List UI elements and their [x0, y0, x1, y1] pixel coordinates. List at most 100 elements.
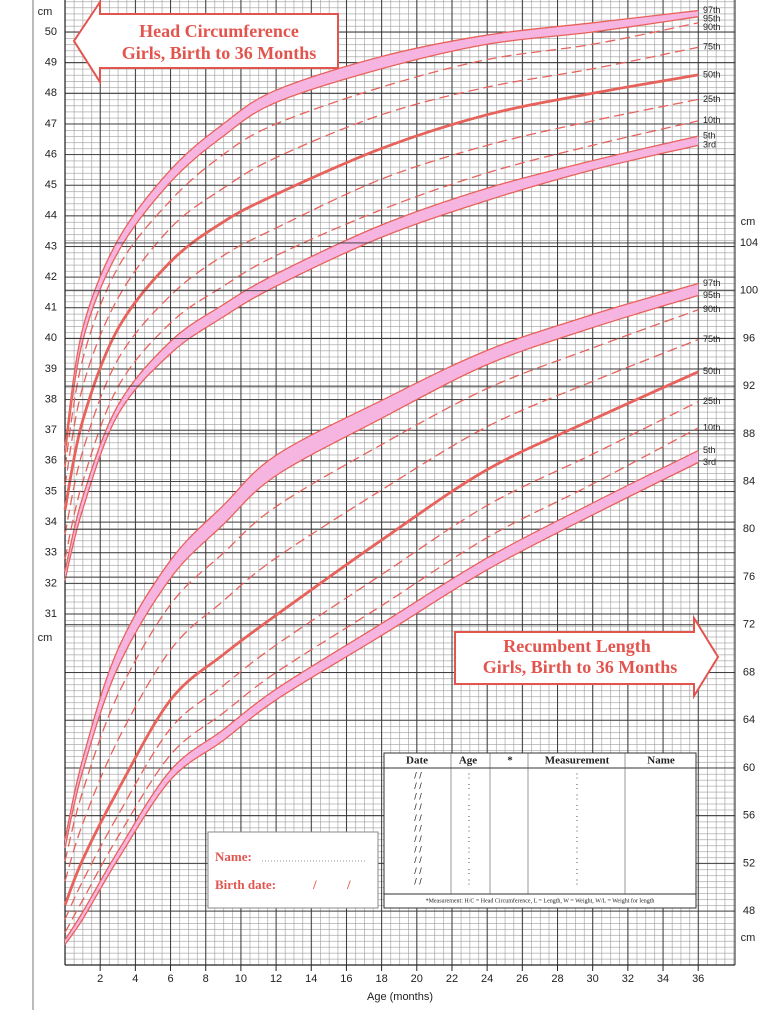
y-tick-label: 41	[45, 302, 57, 314]
table-cell: :	[576, 876, 579, 886]
table-cell: :	[468, 781, 471, 791]
table-cell: :	[576, 845, 579, 855]
y-tick-label: 104	[740, 237, 758, 249]
percentile-label: 5th	[703, 445, 716, 455]
x-tick-label: 34	[657, 973, 669, 985]
y-tick-label: 100	[740, 285, 758, 297]
table-cell: / /	[414, 866, 422, 876]
table-cell: :	[468, 802, 471, 812]
percentile-line	[64, 22, 699, 468]
y-tick-label: 44	[45, 210, 57, 222]
percentile-label: 75th	[703, 334, 721, 344]
percentile-label: 97th	[703, 278, 721, 288]
x-tick-label: 26	[516, 973, 528, 985]
x-tick-label: 30	[587, 973, 599, 985]
percentile-label: 10th	[703, 422, 721, 432]
percentile-line	[64, 449, 699, 941]
name-label: Name:	[215, 849, 252, 864]
percentile-line	[64, 120, 699, 559]
y-tick-label: 84	[743, 475, 755, 487]
y-tick-label: 47	[45, 118, 57, 130]
table-header: Measurement	[545, 755, 610, 767]
y-tick-label: 72	[743, 619, 755, 631]
table-cell: / /	[414, 792, 422, 802]
percentile-line	[63, 370, 699, 906]
x-tick-label: 28	[551, 973, 563, 985]
y-tick-label: 49	[45, 57, 57, 69]
y-tick-label: 37	[45, 424, 57, 436]
table-cell: :	[468, 866, 471, 876]
table-cell: / /	[414, 781, 422, 791]
percentile-line	[64, 144, 699, 581]
table-cell: :	[576, 866, 579, 876]
x-tick-label: 6	[167, 973, 173, 985]
percentile-label: 50th	[703, 366, 721, 376]
y-tick-label: 76	[743, 571, 755, 583]
table-cell: / /	[414, 823, 422, 833]
y-tick-label: 48	[743, 905, 755, 917]
y-axis-label: cm	[741, 216, 756, 228]
percentile-line	[64, 135, 699, 572]
table-header: Name	[647, 755, 675, 767]
percentile-line	[64, 427, 699, 933]
x-tick-label: 24	[481, 973, 493, 985]
y-tick-label: 38	[45, 393, 57, 405]
percentile-label: 95th	[703, 13, 721, 23]
length-title-box: Recumbent Length Girls, Birth to 36 Mont…	[454, 614, 720, 700]
table-header: *	[507, 755, 513, 767]
record-table: Date Age * Measurement Name *Measurement…	[383, 752, 697, 909]
chart-title: Recumbent Length	[503, 636, 651, 656]
table-cell: / /	[414, 855, 422, 865]
y-tick-label: 60	[743, 762, 755, 774]
percentile-label: 5th	[703, 131, 716, 141]
x-tick-label: 22	[446, 973, 458, 985]
percentile-line	[64, 282, 699, 840]
x-tick-label: 18	[375, 973, 387, 985]
table-cell: :	[576, 781, 579, 791]
table-footnote: *Measurement: H/C = Head Circumference, …	[426, 897, 655, 904]
table-cell: / /	[414, 845, 422, 855]
percentile-line	[64, 98, 699, 535]
table-cell: :	[576, 855, 579, 865]
y-tick-label: 40	[45, 332, 57, 344]
table-cell: :	[576, 802, 579, 812]
x-tick-label: 14	[305, 973, 317, 985]
head-title-box: Head Circumference Girls, Birth to 36 Mo…	[72, 0, 339, 86]
x-tick-label: 36	[692, 973, 704, 985]
chart-subtitle: Girls, Birth to 36 Months	[483, 657, 678, 677]
table-cell: :	[576, 770, 579, 780]
table-cell: :	[576, 823, 579, 833]
table-cell: / /	[414, 834, 422, 844]
y-tick-label: 32	[45, 577, 57, 589]
percentile-line	[64, 46, 699, 486]
table-cell: :	[576, 792, 579, 802]
table-header: Age	[459, 755, 477, 767]
table-cell: :	[576, 834, 579, 844]
birth-date-label: Birth date:	[215, 877, 276, 892]
x-tick-label: 12	[270, 973, 282, 985]
percentile-label: 3rd	[703, 140, 716, 150]
x-tick-label: 2	[97, 973, 103, 985]
percentile-label: 3rd	[703, 457, 716, 467]
name-box: Name: Birth date: / /	[207, 831, 379, 909]
table-cell: :	[468, 845, 471, 855]
x-tick-label: 10	[235, 973, 247, 985]
y-tick-label: 33	[45, 547, 57, 559]
title-arrow	[72, 0, 339, 86]
percentile-label: 25th	[703, 94, 721, 104]
table-cell: / /	[414, 770, 422, 780]
y-tick-label: 80	[743, 523, 755, 535]
chart-title: Head Circumference	[139, 21, 299, 41]
percentile-label: 90th	[703, 304, 721, 314]
y-tick-label: 56	[743, 810, 755, 822]
table-cell: / /	[414, 876, 422, 886]
y-tick-label: 46	[45, 148, 57, 160]
table-cell: :	[468, 792, 471, 802]
y-axis-label: cm	[38, 6, 53, 18]
y-tick-label: 50	[45, 26, 57, 38]
y-axis-label: cm	[38, 632, 53, 644]
x-tick-label: 8	[203, 973, 209, 985]
y-axis-label: cm	[741, 932, 756, 944]
